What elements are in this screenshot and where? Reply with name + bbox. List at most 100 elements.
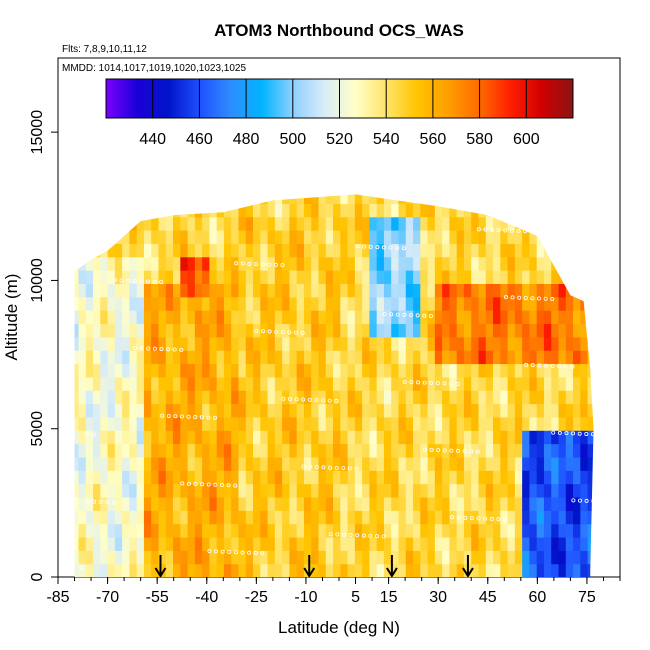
sample-point	[516, 229, 521, 234]
heat-cell	[522, 194, 531, 204]
heat-cell	[114, 350, 123, 365]
heat-cell	[580, 563, 589, 577]
sample-point	[105, 211, 110, 216]
sample-point	[233, 483, 238, 488]
heat-cell	[187, 563, 196, 577]
heat-cell	[427, 270, 436, 284]
heat-cell	[267, 430, 276, 445]
heat-cell	[122, 523, 131, 538]
heat-cell	[514, 216, 523, 231]
sample-point	[469, 516, 474, 521]
heat-cell	[558, 203, 567, 218]
heat-cell	[340, 563, 349, 577]
sample-point	[422, 447, 427, 452]
heat-cell	[85, 363, 94, 378]
sample-point	[111, 500, 116, 505]
heat-cell	[354, 323, 363, 338]
heat-cell	[500, 194, 509, 204]
heat-cell	[78, 510, 87, 525]
heat-cell	[93, 536, 101, 551]
heat-cell	[223, 443, 232, 458]
heat-cell	[129, 403, 138, 418]
heat-cell	[180, 296, 189, 311]
heat-cell	[420, 510, 429, 525]
heat-cell	[558, 510, 567, 525]
x-tick-label: 15	[380, 589, 398, 606]
sample-point	[341, 532, 346, 537]
heat-cell	[595, 430, 603, 444]
heat-cell	[478, 403, 487, 418]
heat-cell	[202, 403, 211, 418]
heat-cell	[485, 376, 494, 391]
heat-cell	[347, 323, 356, 338]
heat-cell	[551, 510, 560, 525]
heat-cell	[463, 416, 472, 431]
heat-cell	[442, 550, 451, 565]
heat-cell	[85, 230, 94, 244]
heat-cell	[340, 496, 349, 511]
heat-cell	[333, 363, 341, 378]
heat-cell	[536, 470, 545, 485]
heat-cell	[507, 523, 516, 538]
heat-cell	[253, 194, 261, 204]
heat-cell	[216, 243, 225, 258]
heat-cell	[398, 256, 407, 271]
heat-cell	[369, 194, 378, 204]
heat-cell	[493, 403, 501, 418]
heat-cell	[434, 350, 443, 365]
heat-cell	[551, 443, 560, 458]
heat-cell	[165, 523, 174, 538]
heat-cell	[165, 363, 174, 378]
sample-point	[118, 211, 123, 216]
heat-cell	[507, 536, 516, 551]
heat-cell	[405, 323, 414, 338]
heat-cell	[325, 350, 334, 365]
heat-cell	[223, 243, 232, 258]
heat-cell	[180, 376, 189, 391]
heat-cell	[493, 456, 501, 471]
heat-cell	[434, 363, 443, 378]
heat-cell	[282, 283, 291, 298]
heat-cell	[595, 550, 603, 564]
sample-point	[213, 415, 218, 420]
heat-cell	[580, 256, 589, 271]
heat-cell	[318, 510, 327, 525]
heat-cell	[74, 270, 80, 284]
sample-point	[571, 498, 576, 503]
heat-cell	[413, 350, 421, 365]
heat-cell	[223, 230, 232, 244]
heat-cell	[434, 336, 443, 351]
heat-cell	[318, 470, 327, 485]
heat-cell	[187, 510, 196, 525]
heat-cell	[529, 403, 538, 418]
heat-cell	[318, 390, 327, 405]
heat-cell	[231, 376, 240, 391]
heat-cell	[180, 456, 189, 471]
heat-cell	[303, 470, 312, 485]
heat-cell	[311, 403, 320, 418]
heat-cell	[573, 456, 581, 471]
heat-cell	[209, 523, 218, 538]
heat-cell	[347, 523, 356, 538]
heat-cell	[122, 323, 131, 338]
heat-cell	[93, 256, 101, 271]
heat-cell	[93, 496, 101, 511]
heat-cell	[267, 363, 276, 378]
heat-cell	[209, 363, 218, 378]
heat-cell	[165, 550, 174, 565]
sample-point	[160, 413, 165, 418]
heat-cell	[289, 390, 298, 405]
heat-cell	[558, 430, 567, 445]
x-tick-label: 75	[578, 589, 596, 606]
heat-cell	[245, 336, 254, 351]
sample-point	[450, 515, 455, 520]
heat-cell	[543, 550, 552, 565]
heat-cell	[74, 523, 80, 538]
heat-cell	[442, 283, 451, 298]
sample-point	[240, 550, 245, 555]
heat-cell	[282, 496, 291, 511]
heat-cell	[558, 283, 567, 298]
heat-cell	[449, 243, 458, 258]
heat-cell	[274, 243, 283, 258]
heat-cell	[478, 296, 487, 311]
